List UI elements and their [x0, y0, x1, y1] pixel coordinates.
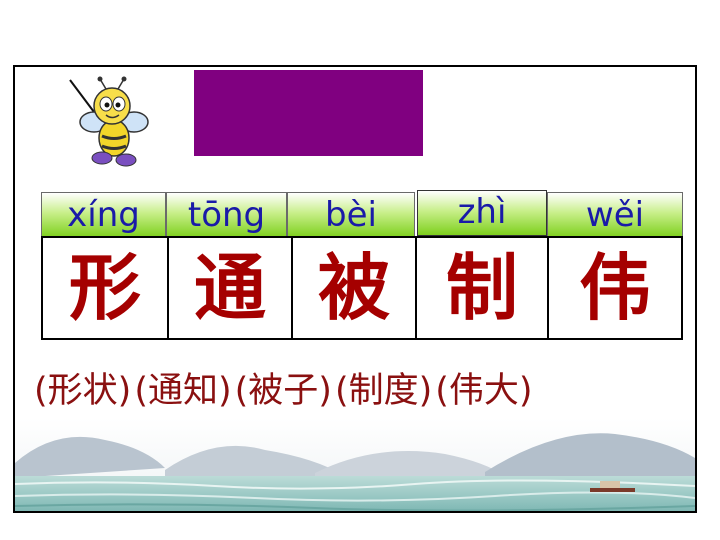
example-word: (形状)	[34, 371, 132, 411]
cell-divider	[415, 238, 417, 338]
character-cell: 制	[445, 246, 518, 330]
pinyin-cell: tōng	[166, 192, 287, 237]
pinyin-cell: bèi	[287, 192, 415, 237]
cell-divider	[167, 238, 169, 338]
example-word: (制度)	[334, 371, 433, 411]
character-cell: 形	[68, 246, 141, 330]
title-block	[194, 70, 423, 156]
pinyin-cell: xíng	[41, 192, 166, 237]
bee-teacher-icon	[69, 76, 149, 167]
pinyin-cell: zhì	[417, 190, 547, 236]
character-cell: 伟	[578, 246, 651, 330]
character-cell: 被	[317, 246, 390, 330]
cell-divider	[547, 238, 549, 338]
character-row: 形 通 被 制 伟	[41, 236, 683, 340]
character-cell: 通	[193, 246, 266, 330]
example-word: (通知)	[134, 371, 232, 411]
cell-divider	[291, 238, 293, 338]
example-words-row: (形状)(通知)(被子)(制度)(伟大)	[34, 366, 694, 416]
example-word: (被子)	[234, 371, 332, 411]
example-word: (伟大)	[435, 371, 533, 411]
pinyin-cell: wěi	[547, 192, 683, 237]
landscape-illustration	[15, 418, 695, 511]
